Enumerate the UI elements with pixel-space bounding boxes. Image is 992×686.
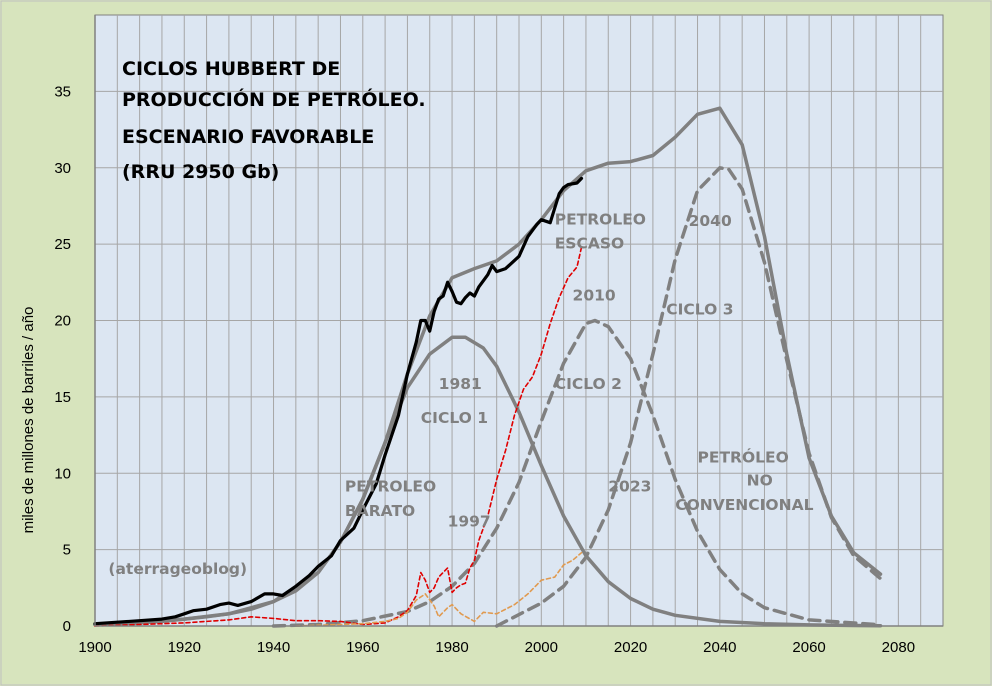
annotation-label: PETRÓLEO — [698, 448, 789, 467]
unconventional-oil-line — [295, 551, 583, 627]
x-tick-label: 1920 — [168, 639, 201, 656]
x-tick-label: 2060 — [792, 639, 825, 656]
annotation-label: CONVENCIONAL — [675, 496, 813, 514]
tick-labels: 1900 1920 1940 1960 1980 2000 2020 2040 2060 2080… — [54, 83, 915, 656]
axes — [94, 15, 943, 627]
title-line-2: PRODUCCIÓN DE PETRÓLEO. — [122, 87, 426, 111]
annotation-label: CICLO 2 — [555, 375, 622, 393]
series-layer — [93, 106, 883, 628]
annotation-label: PETROLEO — [345, 478, 436, 496]
annotation-label: CICLO 1 — [421, 409, 488, 427]
annotation-label: 1981 — [439, 375, 482, 393]
x-tick-label: 1900 — [78, 639, 111, 656]
historical-production-line — [93, 176, 584, 626]
annotation-label: NO — [747, 471, 773, 489]
y-tick-label: 30 — [54, 160, 71, 177]
y-tick-label: 0 — [63, 618, 71, 635]
annotation-label: 1997 — [448, 513, 491, 531]
y-tick-label: 5 — [63, 542, 71, 559]
cycle2-line — [271, 318, 883, 628]
annotation-label: PETROLEO — [555, 210, 646, 228]
x-tick-label: 1940 — [257, 639, 290, 656]
y-axis-label: miles de millones de barriles / año — [20, 307, 37, 534]
x-tick-label: 2020 — [614, 639, 647, 656]
title-line-1: CICLOS HUBBERT DE — [122, 58, 340, 80]
annotation-label: BARATO — [345, 502, 415, 520]
chart-title: CICLOS HUBBERT DE PRODUCCIÓN DE PETRÓLEO… — [122, 58, 426, 183]
y-tick-label: 10 — [54, 465, 71, 482]
grid-lines — [95, 15, 943, 626]
cheap-oil-line — [94, 246, 583, 627]
x-tick-label: 2080 — [882, 639, 915, 656]
title-line-4: (RRU 2950 Gb) — [122, 161, 279, 183]
y-tick-label: 15 — [54, 389, 71, 406]
x-tick-label: 2000 — [525, 639, 558, 656]
annotation-label: CICLO 3 — [666, 300, 733, 318]
cycle3-line — [494, 166, 883, 628]
y-tick-label: 35 — [54, 83, 71, 100]
annotation-label: 2040 — [689, 212, 732, 230]
annotation-label: 2010 — [573, 287, 616, 305]
title-line-3: ESCENARIO FAVORABLE — [122, 126, 374, 148]
x-tick-label: 2040 — [703, 639, 736, 656]
x-tick-label: 1980 — [435, 639, 468, 656]
annotation-label: ESCASO — [555, 235, 624, 253]
y-tick-label: 25 — [54, 236, 71, 253]
annotation-label: 2023 — [608, 478, 651, 496]
annotations: PETROLEO ESCASO 2010 2040 CICLO 3 1981 CICLO 2… — [108, 210, 813, 578]
annotation-label: (aterrageoblog) — [108, 560, 247, 578]
y-tick-label: 20 — [54, 313, 71, 330]
x-tick-label: 1960 — [346, 639, 379, 656]
